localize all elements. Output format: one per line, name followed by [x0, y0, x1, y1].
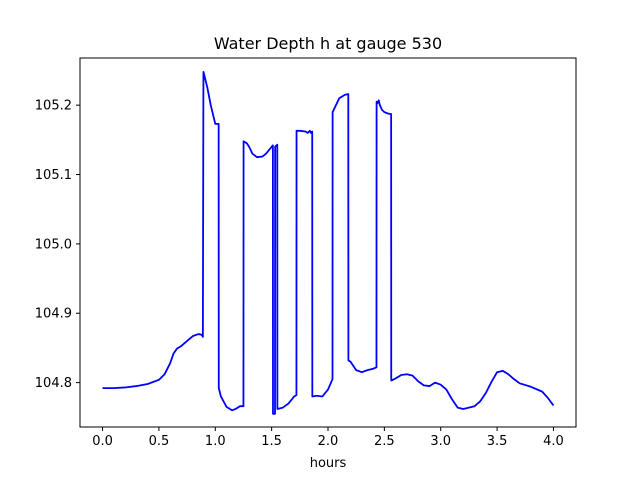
x-tick-label: 3.0 — [430, 434, 451, 449]
y-tick-label: 104.8 — [35, 376, 72, 391]
y-tick-label: 105.2 — [35, 99, 72, 114]
x-tick-label: 4.0 — [543, 434, 564, 449]
y-tick-label: 105.0 — [35, 237, 72, 252]
x-tick-label: 1.0 — [205, 434, 226, 449]
plot-layer — [102, 70, 555, 415]
x-tick-label: 0.5 — [149, 434, 170, 449]
x-axis-label: hours — [310, 456, 347, 471]
chart-title: Water Depth h at gauge 530 — [214, 34, 442, 53]
y-tick-label: 104.9 — [35, 307, 72, 322]
x-tick-label: 0.0 — [92, 434, 113, 449]
ticks-layer: 0.0 0.5 1.0 1.5 2.0 2.5 3.0 3.5 4.0 104.8 104.9 105… — [35, 99, 564, 449]
y-tick-label: 105.1 — [35, 168, 72, 183]
plot-frame — [79, 57, 577, 428]
x-tick-label: 3.5 — [487, 434, 508, 449]
x-tick-label: 1.5 — [261, 434, 282, 449]
x-tick-label: 2.5 — [374, 434, 395, 449]
x-tick-label: 2.0 — [318, 434, 339, 449]
series-line-0 — [102, 70, 555, 415]
